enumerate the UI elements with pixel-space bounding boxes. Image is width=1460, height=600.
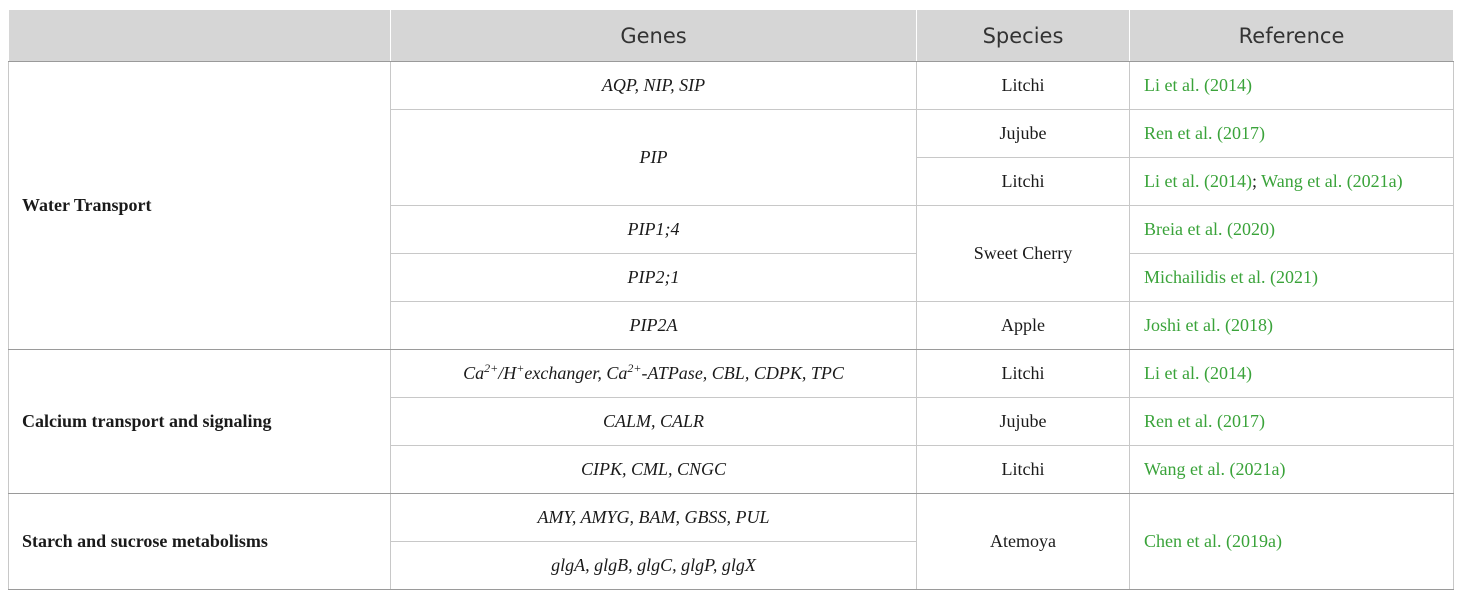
category-calcium: Calcium transport and signaling xyxy=(8,349,391,494)
header-reference: Reference xyxy=(1129,9,1454,62)
species-cell: Sweet Cherry xyxy=(916,205,1130,302)
gene-cell: PIP2A xyxy=(390,301,917,350)
gene-cell: CIPK, CML, CNGC xyxy=(390,445,917,494)
header-species: Species xyxy=(916,9,1130,62)
reference-separator: ; xyxy=(1251,171,1257,191)
species-cell: Litchi xyxy=(916,349,1130,398)
gene-cell: PIP xyxy=(390,109,917,206)
table-row: CIPK, CML, CNGC Litchi Wang et al. (2021… xyxy=(9,445,1454,494)
gene-cell: AMY, AMYG, BAM, GBSS, PUL xyxy=(390,493,917,542)
table-row: PIP2A Apple Joshi et al. (2018) xyxy=(9,301,1454,350)
table-row: Calcium transport and signaling Ca2+/H+e… xyxy=(8,349,1454,494)
gene-cell: CALM, CALR xyxy=(390,397,917,446)
species-cell: Litchi xyxy=(916,445,1130,494)
reference-link[interactable]: Joshi et al. (2018) xyxy=(1129,301,1454,350)
reference-link[interactable]: Li et al. (2014) xyxy=(1129,61,1454,110)
reference-link[interactable]: Breia et al. (2020) xyxy=(1129,205,1454,254)
reference-link[interactable]: Ren et al. (2017) xyxy=(1129,109,1454,158)
reference-link[interactable]: Wang et al. (2021a) xyxy=(1129,445,1454,494)
gene-cell: PIP1;4 xyxy=(390,205,917,254)
table-row: CALM, CALR Jujube Ren et al. (2017) xyxy=(9,397,1454,446)
species-cell: Litchi xyxy=(916,61,1130,110)
species-cell: Jujube xyxy=(916,109,1130,158)
header-row: Genes Species Reference xyxy=(8,9,1454,62)
species-cell: Litchi xyxy=(916,157,1130,206)
table-row: glgA, glgB, glgC, glgP, glgX xyxy=(9,541,1454,590)
category-water-transport: Water Transport xyxy=(8,61,391,350)
table-row: Litchi Li et al. (2014); Wang et al. (20… xyxy=(9,157,1454,206)
table-row: Water Transport AQP, NIP, SIP Litchi Li … xyxy=(8,61,1454,350)
reference-link[interactable]: Li et al. (2014) xyxy=(1144,171,1252,191)
reference-link[interactable]: Ren et al. (2017) xyxy=(1129,397,1454,446)
species-cell: Atemoya xyxy=(916,493,1130,590)
gene-cell: Ca2+/H+exchanger, Ca2+-ATPase, CBL, CDPK… xyxy=(390,349,917,398)
header-genes: Genes xyxy=(390,9,917,62)
gene-cell: AQP, NIP, SIP xyxy=(390,61,917,110)
gene-table: Genes Species Reference Water Transport … xyxy=(8,9,1454,590)
reference-cell: Li et al. (2014); Wang et al. (2021a) xyxy=(1129,157,1454,206)
category-starch: Starch and sucrose metabolisms xyxy=(8,493,391,590)
species-cell: Jujube xyxy=(916,397,1130,446)
gene-cell: glgA, glgB, glgC, glgP, glgX xyxy=(390,541,917,590)
table-row: PIP2;1 Michailidis et al. (2021) xyxy=(9,253,1454,302)
reference-link[interactable]: Michailidis et al. (2021) xyxy=(1129,253,1454,302)
species-cell: Apple xyxy=(916,301,1130,350)
gene-cell: PIP2;1 xyxy=(390,253,917,302)
reference-link[interactable]: Wang et al. (2021a) xyxy=(1261,171,1403,191)
reference-link[interactable]: Chen et al. (2019a) xyxy=(1129,493,1454,590)
header-category xyxy=(8,9,391,62)
table-row: PIP Jujube Ren et al. (2017) xyxy=(9,109,1454,206)
reference-link[interactable]: Li et al. (2014) xyxy=(1129,349,1454,398)
table-row: Starch and sucrose metabolisms AMY, AMYG… xyxy=(8,493,1454,590)
